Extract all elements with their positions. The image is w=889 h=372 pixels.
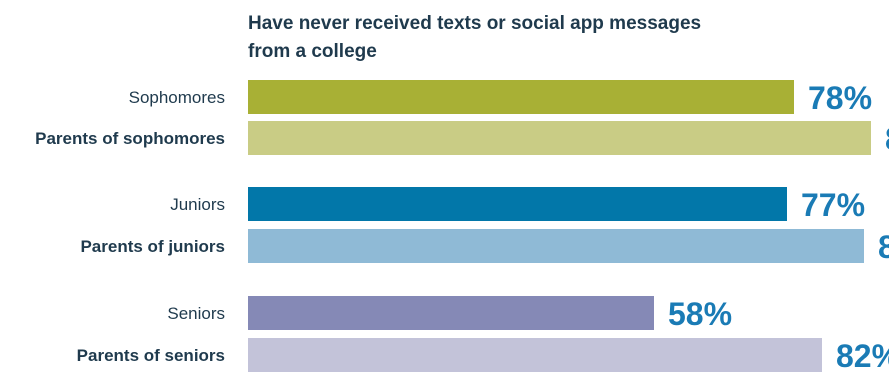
bar-sophomores (248, 80, 794, 114)
category-label: Parents of juniors (80, 237, 225, 256)
bar-parents-of-seniors (248, 338, 822, 372)
value-label: 58% (668, 296, 732, 332)
bar-seniors (248, 296, 654, 330)
value-label: 82% (836, 338, 889, 372)
bar-parents-of-sophomores (248, 121, 871, 155)
category-label: Seniors (167, 304, 225, 323)
value-label: 88% (878, 229, 889, 265)
value-label: 78% (808, 80, 872, 116)
chart-title: Have never received texts or social app … (248, 13, 702, 62)
value-label: 77% (801, 187, 865, 223)
category-label: Parents of seniors (77, 346, 225, 365)
category-label: Sophomores (129, 88, 225, 107)
category-label: Juniors (170, 195, 225, 214)
value-label: 89% (885, 121, 889, 157)
category-label: Parents of sophomores (35, 129, 225, 148)
bar-parents-of-juniors (248, 229, 864, 263)
bar-juniors (248, 187, 787, 221)
